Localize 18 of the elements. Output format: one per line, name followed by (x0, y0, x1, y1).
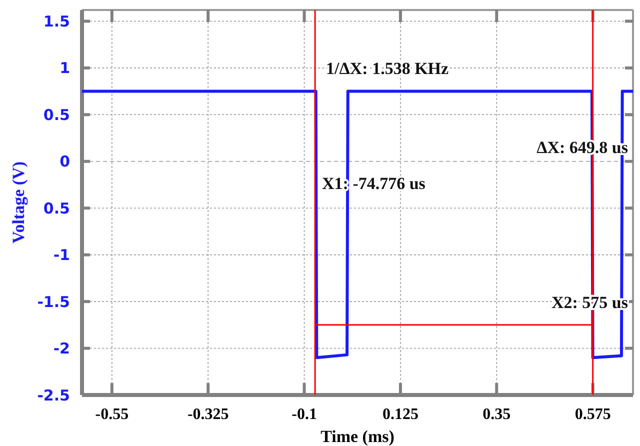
x-tick-label: 0.125 (382, 406, 418, 423)
x-tick-label: 0.35 (482, 406, 511, 423)
y-tick-label: -2 (53, 340, 70, 358)
y-tick-label: -2.5 (37, 386, 70, 404)
y-tick-label: -1.5 (37, 292, 70, 311)
y-tick-label: 0.5 (43, 199, 70, 218)
x-tick-label: 0.575 (574, 406, 611, 423)
x-tick-label: -0.55 (95, 406, 129, 423)
y-tick-label: 1.5 (43, 12, 70, 30)
x-axis-title: Time (ms) (320, 427, 394, 446)
x-tick-label: -0.1 (292, 406, 317, 423)
y-tick-label: 0 (60, 152, 70, 171)
y-tick-label: 1 (60, 59, 70, 78)
annotation: 1/ΔX: 1.538 KHz (326, 58, 450, 78)
y-tick-label: -1 (53, 246, 70, 264)
y-tick-label: 0.5 (43, 106, 70, 124)
x-tick-label: -0.325 (187, 406, 229, 423)
y-axis-title: Voltage (V) (9, 162, 28, 244)
